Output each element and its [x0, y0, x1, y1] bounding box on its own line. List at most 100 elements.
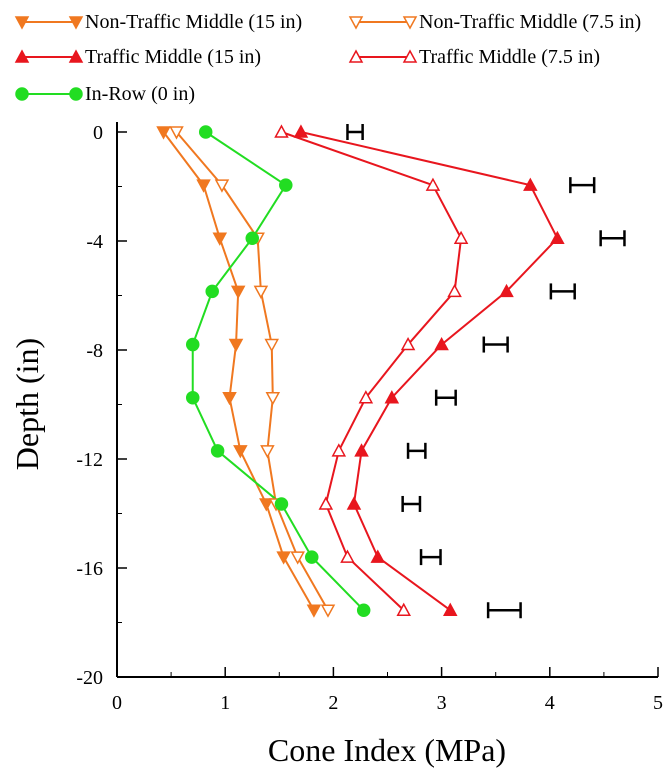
data-point [196, 179, 211, 193]
data-point [453, 230, 469, 245]
error-bar [406, 442, 427, 459]
legend-item: Non-Traffic Middle (7.5 in) [348, 11, 641, 33]
data-point [340, 549, 355, 563]
data-point [523, 177, 538, 191]
error-bars [346, 124, 626, 619]
y-tick-label: -20 [76, 667, 103, 689]
legend-marker [402, 49, 418, 63]
series-line [175, 131, 329, 611]
y-tick-label: -4 [86, 231, 103, 253]
legend-marker [15, 87, 29, 101]
legend-marker [68, 49, 84, 63]
data-point [253, 285, 269, 299]
data-point [276, 551, 291, 565]
data-point [210, 444, 225, 458]
series-line [162, 131, 315, 611]
legend-marker [348, 16, 364, 30]
data-point [185, 390, 200, 405]
error-bar [549, 283, 576, 300]
x-tick-label: 2 [328, 692, 338, 714]
data-point [384, 390, 400, 404]
legend-item: Traffic Middle (7.5 in) [348, 46, 600, 68]
data-point [442, 602, 458, 616]
data-point [305, 550, 319, 564]
legend-marker [14, 49, 30, 63]
legend-label: Non-Traffic Middle (7.5 in) [419, 11, 641, 33]
data-point [346, 496, 362, 510]
data-point [230, 285, 246, 299]
data-point [447, 283, 462, 298]
tick-marks [116, 131, 659, 678]
data-point [358, 390, 374, 404]
series-markers [156, 124, 565, 618]
x-tick-label: 3 [437, 692, 447, 714]
data-point [293, 124, 309, 138]
data-point [265, 391, 281, 406]
data-point [550, 230, 565, 245]
x-tick-label: 4 [545, 692, 555, 714]
legend-item: Non-Traffic Middle (15 in) [14, 11, 302, 33]
y-tick-label: -16 [76, 558, 103, 580]
error-bar [401, 495, 422, 512]
legend-label: Traffic Middle (7.5 in) [419, 46, 600, 68]
data-point [156, 126, 171, 140]
y-tick-label: -8 [86, 340, 103, 362]
error-bar [569, 177, 596, 194]
series-line [281, 131, 463, 611]
series-lines [162, 131, 559, 612]
data-point [222, 391, 237, 406]
data-point [320, 604, 336, 618]
data-point [185, 337, 200, 352]
y-tick-label: 0 [93, 122, 103, 144]
legend-label: Traffic Middle (15 in) [85, 46, 261, 68]
x-tick-label: 0 [112, 692, 122, 714]
error-bar [486, 602, 522, 619]
data-point [169, 126, 184, 140]
data-point [214, 179, 230, 193]
legend-item: Traffic Middle (15 in) [14, 46, 261, 68]
y-tick-label: -12 [76, 449, 103, 471]
data-point [290, 551, 305, 565]
data-point [228, 338, 244, 353]
data-point [259, 498, 274, 512]
data-point [205, 284, 219, 299]
data-point [212, 232, 228, 246]
data-point [279, 178, 293, 192]
data-point [434, 336, 449, 351]
legend-marker [69, 87, 83, 101]
data-point [354, 443, 369, 457]
error-bar [434, 389, 457, 406]
data-point [331, 443, 347, 457]
legend-label: Non-Traffic Middle (15 in) [85, 11, 302, 33]
data-point [274, 497, 289, 511]
legend-marker [68, 16, 84, 30]
data-point [425, 177, 441, 191]
data-point [499, 283, 514, 298]
x-axis-title: Cone Index (MPa) [268, 732, 506, 768]
data-point [356, 603, 371, 617]
data-point [198, 125, 213, 139]
data-point [396, 602, 411, 616]
legend-marker [14, 16, 30, 30]
series-line [300, 131, 559, 612]
legend-marker [402, 16, 418, 30]
legend-item: In-Row (0 in) [15, 83, 195, 105]
data-point [245, 231, 259, 246]
data-point [264, 338, 279, 353]
legend-marker [348, 49, 364, 63]
legend-label: In-Row (0 in) [85, 83, 195, 105]
tick-labels: 0 1 2 3 4 5 0 -4 -8 -12 -16 -20 [76, 122, 663, 714]
data-point [400, 336, 416, 351]
error-bar [599, 230, 626, 247]
x-tick-label: 1 [220, 692, 230, 714]
x-tick-label: 5 [653, 692, 663, 714]
error-bar [482, 336, 509, 353]
y-axis-title: Depth (in) [9, 338, 45, 470]
data-point [306, 604, 322, 618]
data-point [318, 496, 334, 510]
legend: Non-Traffic Middle (15 in) Non-Traffic Mi… [14, 11, 641, 105]
data-point [260, 445, 275, 459]
error-bar [346, 124, 364, 140]
data-point [274, 124, 289, 138]
